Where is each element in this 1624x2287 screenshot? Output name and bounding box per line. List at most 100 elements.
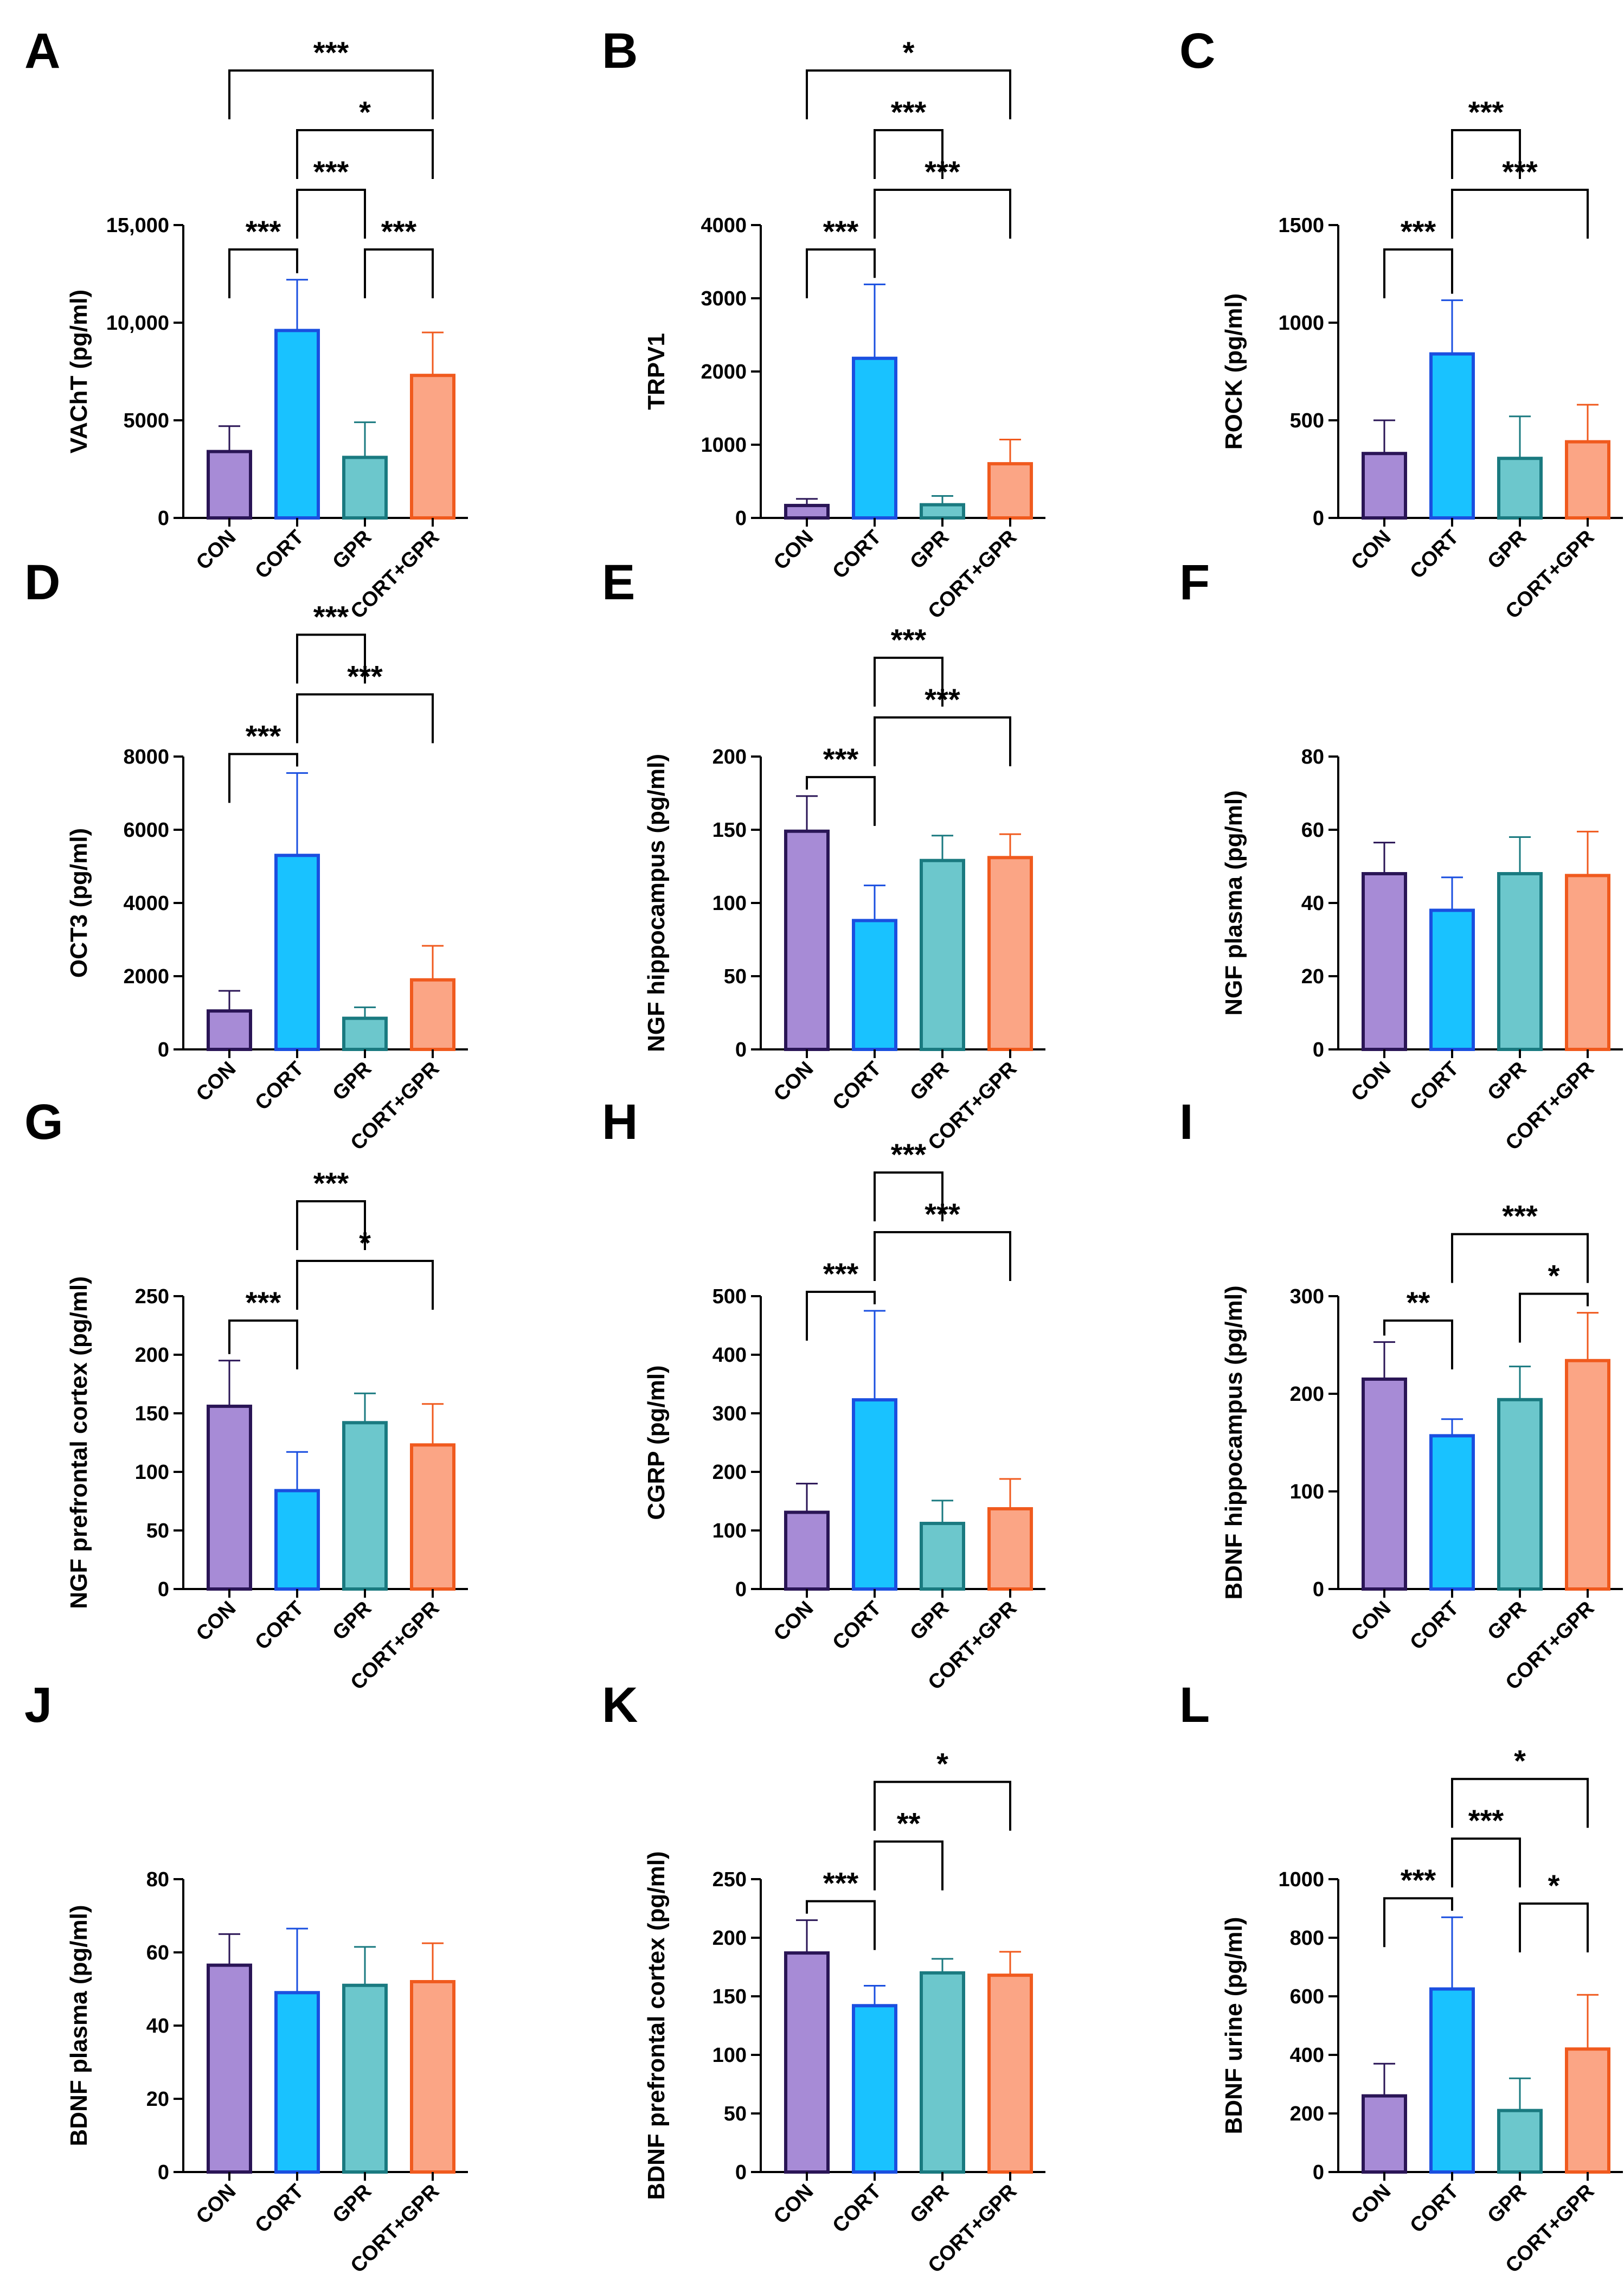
panel-letter: K [602,1677,638,1733]
panel-a: A VAChT (pg/ml) 0 5000 10,000 15,000 CON CORT GP… [24,23,468,623]
x-tick-label: CON [769,2180,818,2228]
panel-letter: I [1179,1094,1193,1150]
significance-bracket [874,1840,943,1891]
bar-con [207,1009,252,1051]
x-tick-label: CON [1347,1597,1395,1645]
y-tick-label: 1000 [701,434,747,457]
y-tick-label: 500 [1290,409,1324,432]
y-tick-label: 500 [712,1285,747,1308]
y-tick-label: 1000 [1278,312,1324,335]
significance-label: *** [1502,1199,1538,1233]
significance-bracket [296,189,366,239]
significance-label: *** [823,1257,859,1291]
significance-label: *** [823,1866,859,1900]
bar-con [207,1963,252,2174]
x-tick-label: CORT [1406,2180,1463,2238]
y-tick-label: 60 [1301,819,1324,842]
y-axis-label: VAChT (pg/ml) [66,290,92,453]
x-tick-label: CORT [251,526,309,584]
bar-cort [274,1489,320,1591]
y-tick-label: 150 [712,1985,747,2008]
significance-label: *** [891,1137,927,1171]
significance-label: *** [313,35,349,69]
significance-label: * [936,1747,948,1781]
bar-cort-gpr [987,1507,1033,1591]
y-axis-label: CGRP (pg/ml) [643,1365,670,1520]
panel-letter: A [24,23,60,79]
y-tick-label: 0 [735,2161,747,2184]
bar-con [784,829,830,1051]
bar-con [784,1510,830,1591]
y-axis-label: NGF plasma (pg/ml) [1221,790,1247,1016]
significance-bracket [806,776,876,826]
x-tick-label: CON [769,526,818,574]
significance-bracket [296,633,366,684]
significance-label: * [1514,1744,1526,1778]
bar-cort [852,919,897,1052]
significance-bracket [1383,1897,1453,1948]
y-tick-label: 3000 [701,287,747,310]
y-axis-label: BDNF hippocampus (pg/ml) [1221,1285,1247,1599]
significance-bracket [364,248,434,298]
bar-gpr [1497,1398,1543,1591]
significance-label: * [903,35,915,69]
y-tick-label: 6000 [123,819,169,842]
bar-con [207,1405,252,1591]
y-axis-label: TRPV1 [643,333,670,410]
significance-bracket [1519,1902,1589,1952]
significance-bracket [1451,1233,1589,1283]
x-tick-label: CORT [829,1058,886,1115]
significance-bracket [874,716,1011,766]
bar-con [1362,2094,1407,2174]
bar-con [1362,1378,1407,1591]
bar-cort-gpr [410,374,455,520]
y-tick-label: 1500 [1278,214,1324,237]
panel-l: L BDNF urine (pg/ml) 0 200 400 600 800 1000 CON C… [1179,1677,1623,2277]
x-tick-label: GPR [328,1597,376,1645]
bar-cort [1429,352,1475,520]
x-tick-label: CON [769,1058,818,1106]
bar-cort-gpr [1565,2047,1610,2174]
bar-con [784,504,830,520]
x-tick-label: CON [1347,1058,1395,1106]
y-tick-label: 200 [712,1461,747,1484]
significance-bracket [1451,189,1589,239]
significance-label: *** [381,214,417,248]
significance-label: * [359,95,371,129]
significance-bracket [1451,129,1521,179]
y-tick-label: 250 [712,1868,747,1891]
y-tick-label: 0 [1313,2161,1324,2184]
significance-label: *** [823,742,859,776]
bar-gpr [920,1522,965,1591]
significance-label: *** [246,214,281,248]
significance-label: * [1548,1868,1560,1902]
y-tick-label: 0 [158,507,169,530]
bar-gpr [342,1983,388,2174]
y-tick-label: 10,000 [106,312,169,335]
panel-letter: C [1179,23,1215,79]
bar-con [1362,452,1407,520]
y-tick-label: 0 [1313,507,1324,530]
y-tick-label: 15,000 [106,214,169,237]
bar-cort-gpr [1565,1359,1610,1591]
y-tick-label: 300 [712,1402,747,1425]
y-axis-label: BDNF urine (pg/ml) [1221,1917,1247,2135]
y-tick-label: 50 [724,2103,747,2125]
x-tick-label: GPR [328,1058,376,1105]
y-tick-label: 100 [1290,1481,1324,1503]
y-tick-label: 2000 [123,965,169,988]
significance-bracket [1519,1292,1589,1343]
y-tick-label: 250 [135,1285,169,1308]
bar-cort [274,1991,320,2174]
y-tick-label: 400 [1290,2044,1324,2067]
y-tick-label: 0 [735,1578,747,1601]
x-tick-label: GPR [906,1597,953,1645]
significance-label: *** [1401,214,1436,248]
y-tick-label: 0 [158,2161,169,2184]
x-tick-label: CORT [1406,526,1463,584]
y-tick-label: 0 [1313,1578,1324,1601]
x-tick-label: CON [1347,526,1395,574]
significance-bracket [806,69,1011,119]
bar-con [1362,872,1407,1051]
bar-gpr [342,1421,388,1591]
